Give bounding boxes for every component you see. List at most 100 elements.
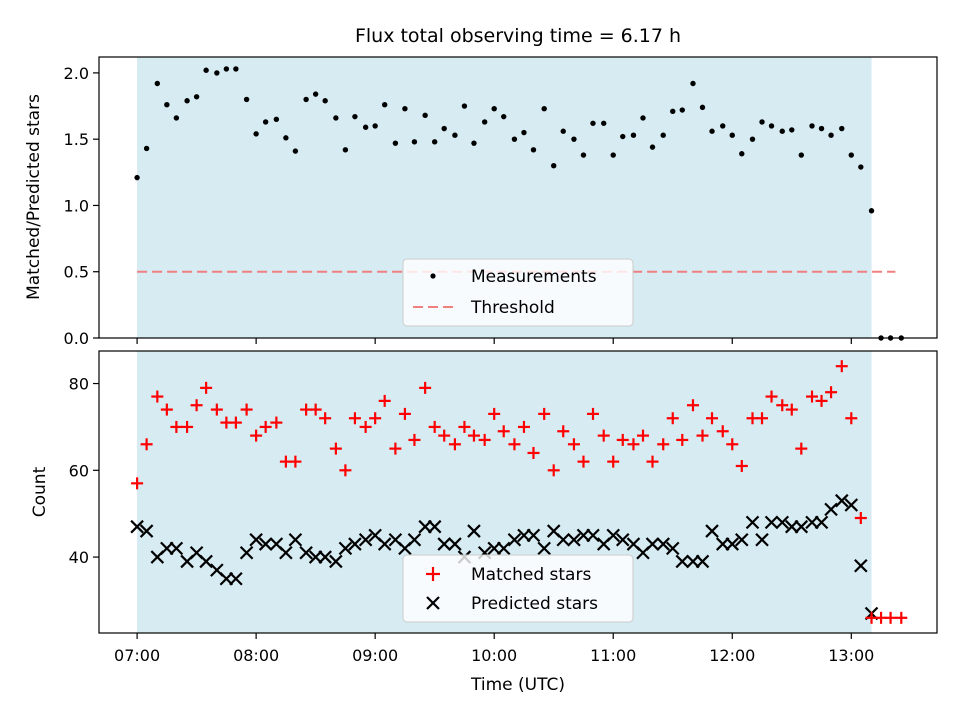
matched-star-point (250, 429, 263, 442)
measurement-point (768, 123, 775, 129)
matched-star-point (884, 611, 897, 624)
x-axis-label: Time (UTC) (470, 675, 565, 695)
legend-measurements-label: Measurements (471, 267, 597, 287)
predicted-star-point (239, 545, 254, 560)
measurement-point (858, 164, 864, 170)
measurement-point (749, 136, 756, 142)
predicted-star-point (586, 528, 600, 543)
measurement-point (679, 107, 685, 113)
measurement-point (352, 113, 358, 120)
measurement-point (452, 132, 458, 138)
predicted-star-point (348, 537, 362, 551)
matched-star-point (527, 446, 540, 459)
matched-star-point (478, 433, 491, 446)
predicted-star-point (448, 537, 462, 551)
measurement-point (223, 66, 230, 72)
measurement-point (521, 129, 527, 136)
predicted-star-point (507, 532, 522, 547)
bottom-y-tick-label: 40 (69, 548, 89, 567)
x-tick-label: 13:00 (828, 646, 874, 665)
predicted-star-point (249, 532, 263, 547)
top-legend: Measurements Threshold (402, 258, 634, 327)
matched-star-point (854, 512, 867, 525)
predicted-star-point (814, 515, 829, 530)
matched-star-point (398, 407, 411, 420)
matched-star-point (806, 390, 819, 403)
matched-star-point (508, 438, 521, 451)
matched-star-point (229, 416, 242, 429)
matched-star-point (557, 425, 570, 438)
measurement-point (848, 152, 854, 158)
matched-star-point (259, 420, 272, 433)
top-y-axis-label: Matched/Predicted stars (24, 94, 44, 300)
measurement-point (134, 174, 140, 181)
matched-star-point (825, 386, 838, 399)
predicted-star-point (526, 528, 541, 543)
predicted-star-point (130, 519, 144, 534)
matched-star-point (389, 442, 402, 455)
measurement-point (511, 136, 518, 142)
matched-star-point (815, 394, 828, 407)
measurement-point (868, 208, 875, 214)
measurement-point (660, 132, 666, 138)
matched-star-point (170, 420, 183, 433)
predicted-star-point (329, 554, 343, 569)
matched-star-point (140, 438, 153, 451)
predicted-star-point (338, 541, 353, 556)
bottom-y-axis-label: Count (30, 466, 50, 517)
measurement-point (828, 132, 834, 138)
matched-star-point (240, 403, 253, 416)
predicted-star-point (725, 537, 740, 551)
measurement-point (273, 116, 280, 122)
measurement-point (461, 103, 468, 109)
matched-star-point (538, 407, 551, 420)
predicted-star-point (745, 515, 760, 530)
predicted-star-point (695, 554, 710, 569)
matched-star-point (726, 438, 739, 451)
predicted-star-point (834, 493, 849, 508)
measurement-point (431, 139, 438, 145)
bottom-y-tick-label: 80 (69, 375, 89, 394)
predicted-star-point (794, 519, 809, 534)
matched-star-point (488, 407, 501, 420)
predicted-star-point (656, 537, 670, 551)
measurement-point (818, 125, 825, 132)
matched-star-point (369, 412, 382, 425)
measurement-point (372, 123, 378, 129)
measurement-point (709, 128, 715, 134)
measurement-point (601, 120, 607, 126)
predicted-star-point (764, 515, 779, 530)
measurement-point (312, 91, 319, 97)
matched-star-point (845, 412, 858, 425)
matched-star-point (627, 438, 640, 451)
predicted-star-point (675, 554, 690, 569)
measurement-point (690, 80, 696, 87)
matched-star-point (765, 390, 778, 403)
matched-star-point (428, 420, 441, 433)
legend-predicted-label: Predicted stars (471, 594, 598, 614)
matched-star-point (517, 420, 530, 433)
measurement-point (729, 132, 735, 138)
measurement-point (173, 115, 180, 121)
top-y-tick-label: 0.5 (64, 263, 89, 282)
matched-star-point (309, 403, 322, 416)
predicted-star-point (537, 541, 551, 556)
matched-star-point (329, 442, 342, 455)
matched-star-point (835, 360, 848, 373)
bottom-y-tick-label: 60 (69, 461, 89, 480)
predicted-star-point (169, 541, 184, 556)
measurement-point (610, 152, 616, 158)
matched-star-point (646, 455, 659, 468)
measurement-point (798, 152, 805, 158)
matched-star-point (676, 433, 689, 446)
top-y-tick-label: 0.0 (64, 329, 89, 348)
measurement-point (839, 125, 845, 132)
measurement-point (283, 135, 289, 141)
predicted-star-point (377, 537, 392, 551)
matched-star-point (408, 433, 421, 446)
matched-star-point (735, 459, 748, 472)
matched-star-point (497, 425, 510, 438)
x-tick-label: 08:00 (233, 646, 279, 665)
measurement-point (501, 113, 507, 120)
predicted-star-point (854, 558, 868, 573)
